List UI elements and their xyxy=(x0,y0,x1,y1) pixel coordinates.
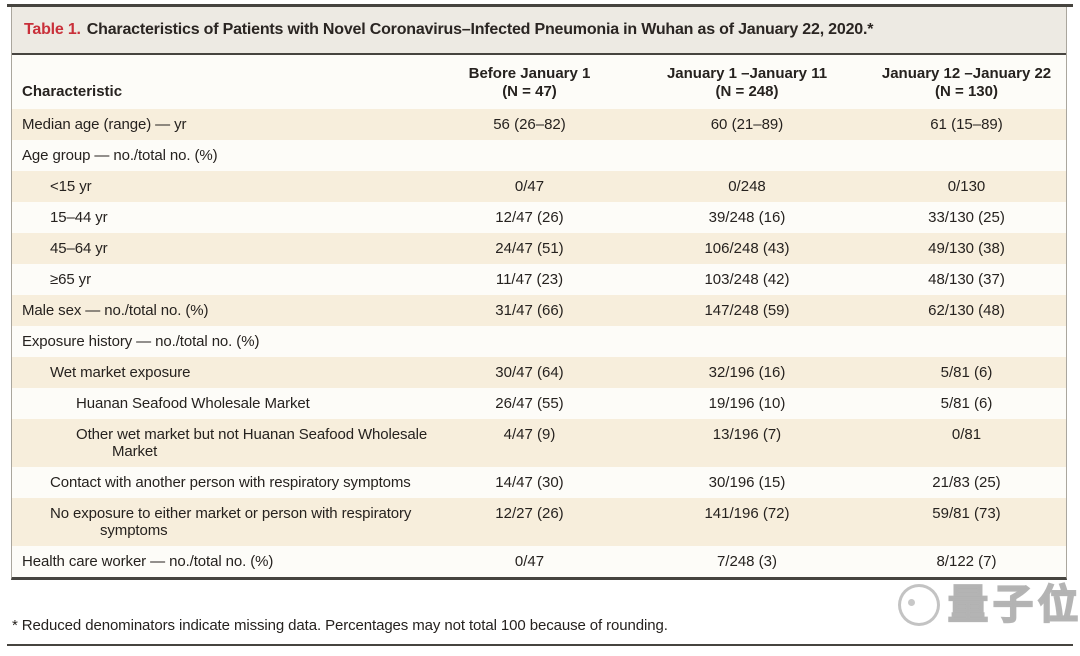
row-value: 0/130 xyxy=(947,178,986,195)
row-value: 103/248 (42) xyxy=(704,271,790,288)
row-value: 39/248 (16) xyxy=(708,209,786,226)
table-row: Median age (range) — yr 56 (26–82) 60 (2… xyxy=(12,109,1066,140)
row-label: No exposure to either market or person w… xyxy=(50,505,412,539)
table-section-row: Exposure history — no./total no. (%) xyxy=(12,326,1066,357)
row-value: 141/196 (72) xyxy=(704,505,790,522)
table-number-label: Table 1. xyxy=(24,21,81,38)
row-value: 33/130 (25) xyxy=(928,209,1005,226)
row-label: Exposure history — no./total no. (%) xyxy=(22,333,260,350)
header-col-line1: January 12 –January 22 xyxy=(881,65,1052,82)
row-value: 62/130 (48) xyxy=(928,302,1005,319)
row-label: Age group — no./total no. (%) xyxy=(22,147,218,164)
row-label: Health care worker — no./total no. (%) xyxy=(22,553,274,570)
row-label: Median age (range) — yr xyxy=(22,116,187,133)
table-row: No exposure to either market or person w… xyxy=(12,498,1066,546)
table-section-row: Age group — no./total no. (%) xyxy=(12,140,1066,171)
header-col-line2: (N = 130) xyxy=(935,83,998,100)
row-value: 32/196 (16) xyxy=(708,364,786,381)
row-label: 45–64 yr xyxy=(50,240,108,257)
header-jan12-jan22: January 12 –January 22 (N = 130) xyxy=(867,65,1066,101)
row-value: 4/47 (9) xyxy=(503,426,556,443)
row-value: 30/47 (64) xyxy=(495,364,564,381)
table-frame: Table 1. Characteristics of Patients wit… xyxy=(11,7,1067,580)
table-row: Male sex — no./total no. (%) 31/47 (66) … xyxy=(12,295,1066,326)
table-row: ≥65 yr 11/47 (23) 103/248 (42) 48/130 (3… xyxy=(12,264,1066,295)
row-value: 61 (15–89) xyxy=(930,116,1003,133)
bottom-rule xyxy=(7,644,1073,646)
row-value: 7/248 (3) xyxy=(716,553,778,570)
row-value: 30/196 (15) xyxy=(708,474,786,491)
row-value: 13/196 (7) xyxy=(712,426,782,443)
row-value: 48/130 (37) xyxy=(928,271,1005,288)
row-value: 14/47 (30) xyxy=(495,474,564,491)
row-label: <15 yr xyxy=(50,178,92,195)
table-title-bar: Table 1. Characteristics of Patients wit… xyxy=(12,7,1066,55)
watermark-text: 量子位 xyxy=(947,583,1080,627)
table-row: Wet market exposure 30/47 (64) 32/196 (1… xyxy=(12,357,1066,388)
row-value: 19/196 (10) xyxy=(708,395,786,412)
top-rule xyxy=(7,4,1073,7)
row-label: Huanan Seafood Wholesale Market xyxy=(76,395,310,412)
row-value: 5/81 (6) xyxy=(940,364,993,381)
header-col-line2: (N = 248) xyxy=(715,83,779,100)
row-value: 31/47 (66) xyxy=(495,302,564,319)
row-value: 0/47 xyxy=(514,178,545,195)
table-header-row: Characteristic Before January 1 (N = 47)… xyxy=(12,55,1066,109)
header-col-line1: January 1 –January 11 xyxy=(666,65,828,82)
row-value: 8/122 (7) xyxy=(936,553,997,570)
row-value: 21/83 (25) xyxy=(932,474,1001,491)
row-value: 12/27 (26) xyxy=(495,505,564,522)
table-title: Characteristics of Patients with Novel C… xyxy=(86,21,874,38)
row-value: 11/47 (23) xyxy=(495,271,564,288)
row-value: 59/81 (73) xyxy=(932,505,1001,522)
header-characteristic: Characteristic xyxy=(22,83,123,100)
qbitai-logo-icon xyxy=(898,584,940,626)
table-row: Other wet market but not Huanan Seafood … xyxy=(12,419,1066,467)
row-label: Contact with another person with respira… xyxy=(50,474,411,491)
table-footnote: * Reduced denominators indicate missing … xyxy=(12,617,668,634)
header-jan1-jan11: January 1 –January 11 (N = 248) xyxy=(627,65,867,101)
row-value: 0/47 xyxy=(514,553,545,570)
table-row: Contact with another person with respira… xyxy=(12,467,1066,498)
header-col-line1: Before January 1 xyxy=(468,65,591,82)
table-row: Huanan Seafood Wholesale Market 26/47 (5… xyxy=(12,388,1066,419)
row-value: 147/248 (59) xyxy=(704,302,790,319)
row-value: 24/47 (51) xyxy=(495,240,564,257)
row-label: Other wet market but not Huanan Seafood … xyxy=(76,426,428,460)
row-value: 26/47 (55) xyxy=(495,395,564,412)
table-row: <15 yr 0/47 0/248 0/130 xyxy=(12,171,1066,202)
table-row: Health care worker — no./total no. (%) 0… xyxy=(12,546,1066,577)
row-label: ≥65 yr xyxy=(50,271,91,288)
row-label: 15–44 yr xyxy=(50,209,108,226)
row-value: 0/81 xyxy=(951,426,982,443)
row-value: 0/248 xyxy=(728,178,766,195)
watermark-qbitai: 量子位 xyxy=(898,583,1080,627)
header-col-line2: (N = 47) xyxy=(502,83,557,100)
row-value: 49/130 (38) xyxy=(928,240,1005,257)
row-value: 12/47 (26) xyxy=(495,209,564,226)
table-row: 15–44 yr 12/47 (26) 39/248 (16) 33/130 (… xyxy=(12,202,1066,233)
row-label: Male sex — no./total no. (%) xyxy=(22,302,209,319)
row-value: 106/248 (43) xyxy=(704,240,790,257)
table-row: 45–64 yr 24/47 (51) 106/248 (43) 49/130 … xyxy=(12,233,1066,264)
row-value: 56 (26–82) xyxy=(493,116,566,133)
row-label: Wet market exposure xyxy=(50,364,191,381)
header-before-jan1: Before January 1 (N = 47) xyxy=(432,65,627,101)
row-value: 5/81 (6) xyxy=(940,395,993,412)
row-value: 60 (21–89) xyxy=(710,116,784,133)
